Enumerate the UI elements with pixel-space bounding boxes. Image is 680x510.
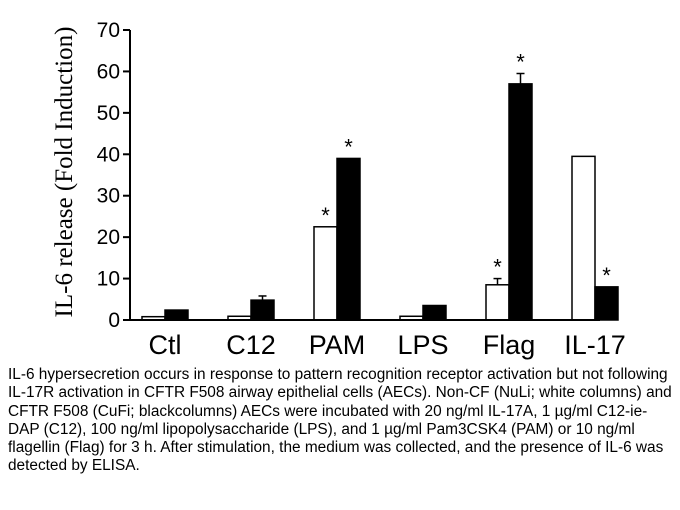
bar <box>508 83 533 321</box>
x-category-label: Ctl <box>149 330 182 360</box>
bar <box>571 155 596 321</box>
y-axis-label: IL-6 release (Fold Induction) <box>51 27 78 318</box>
significance-marker: * <box>344 134 353 159</box>
bar <box>422 304 447 321</box>
bar <box>485 284 510 321</box>
bar <box>336 157 361 321</box>
y-tick-label: 70 <box>97 19 120 42</box>
bars: * * * * * <box>141 50 619 321</box>
category-labels: Ctl C12 PAM LPS Flag IL-17 <box>149 330 626 360</box>
y-tick-label: 20 <box>97 226 120 249</box>
y-tick-label: 10 <box>97 268 120 291</box>
y-tick-label: 50 <box>97 102 120 125</box>
x-category-label: Flag <box>483 330 536 360</box>
bar <box>313 226 338 321</box>
y-tick-label: 0 <box>108 309 120 332</box>
y-tick-label: 40 <box>97 143 120 166</box>
bar <box>250 299 275 321</box>
x-category-label: C12 <box>226 330 276 360</box>
bar <box>164 309 189 321</box>
significance-marker: * <box>493 255 502 280</box>
bar-chart: IL-6 release (Fold Induction) 0 10 20 30 40 5… <box>51 19 626 360</box>
x-category-label: IL-17 <box>564 330 626 360</box>
significance-marker: * <box>321 203 330 228</box>
bar <box>594 286 619 321</box>
y-tick-label: 60 <box>97 60 120 83</box>
figure-caption: IL-6 hypersecretion occurs in response t… <box>8 366 672 475</box>
y-tick-label: 30 <box>97 185 120 208</box>
x-category-label: PAM <box>309 330 366 360</box>
y-axis-ticks: 0 10 20 30 40 50 60 70 <box>97 19 130 332</box>
significance-marker: * <box>602 263 611 288</box>
x-category-label: LPS <box>397 330 448 360</box>
significance-marker: * <box>516 50 525 75</box>
